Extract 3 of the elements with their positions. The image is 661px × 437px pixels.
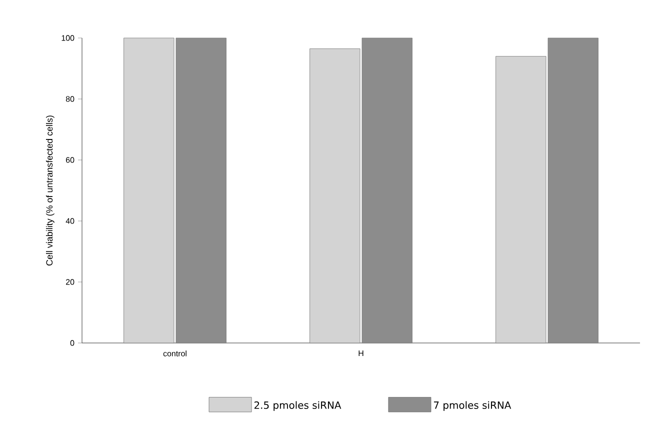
y-axis-title: Cell viability (% of untransfected cells): [46, 116, 54, 266]
legend-label: 7 pmoles siRNA: [434, 401, 512, 411]
legend-label: 2.5 pmoles siRNA: [254, 401, 342, 411]
